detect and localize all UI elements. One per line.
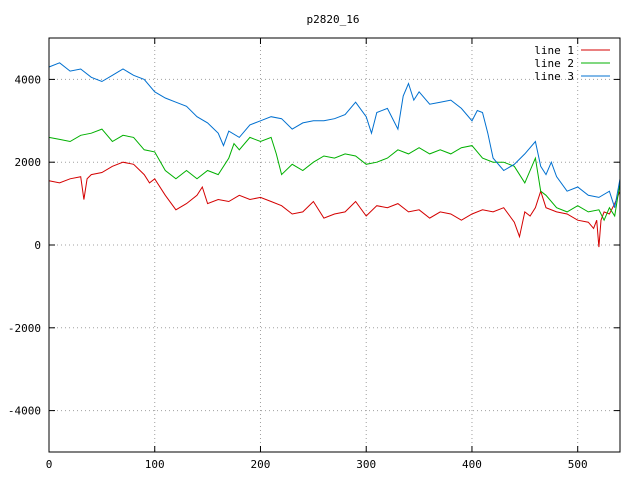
y-tick-label: -4000 bbox=[8, 405, 41, 418]
series-line-1 bbox=[48, 161, 621, 248]
plot-frame bbox=[48, 37, 621, 453]
x-tick-label: 200 bbox=[251, 458, 271, 471]
legend-label-1: line 1 bbox=[534, 44, 574, 57]
y-tick-label: 2000 bbox=[15, 156, 42, 169]
y-tick-label: 0 bbox=[34, 239, 41, 252]
y-tick-label: 4000 bbox=[15, 73, 42, 86]
series-line-3 bbox=[48, 62, 621, 208]
x-tick-label: 500 bbox=[568, 458, 588, 471]
legend-label-2: line 2 bbox=[534, 57, 574, 70]
y-tick-label: -2000 bbox=[8, 322, 41, 335]
chart-title: p2820_16 bbox=[307, 13, 360, 26]
series-layer bbox=[48, 62, 621, 248]
x-tick-label: 0 bbox=[46, 458, 53, 471]
axis-ticks: 0 100 200 300 400 500 -4000 -2000 0 2000 4000 bbox=[8, 38, 620, 471]
x-tick-label: 400 bbox=[462, 458, 482, 471]
x-tick-label: 100 bbox=[145, 458, 165, 471]
legend-label-3: line 3 bbox=[534, 70, 574, 83]
grid-lines bbox=[49, 38, 620, 452]
series-line-2 bbox=[48, 128, 621, 222]
x-tick-label: 300 bbox=[356, 458, 376, 471]
